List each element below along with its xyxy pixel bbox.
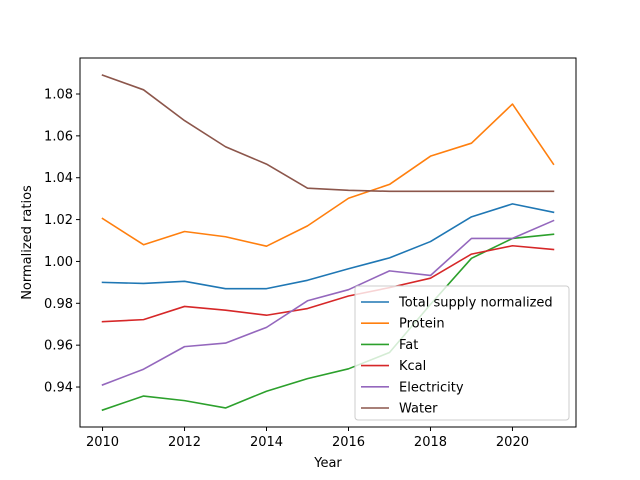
y-tick-label: 0.96	[44, 339, 73, 354]
y-tick-label: 1.00	[44, 255, 73, 270]
series-line-5	[101, 74, 555, 193]
y-tick-label: 1.08	[44, 88, 73, 103]
legend-label-2: Fat	[399, 338, 418, 353]
series-line-1	[101, 103, 555, 247]
y-axis-label: Normalized ratios	[20, 185, 35, 300]
series-layer	[101, 74, 555, 412]
x-axis-label: Year	[313, 456, 342, 471]
x-tick-label: 2016	[332, 435, 365, 450]
legend-label-0: Total supply normalized	[398, 296, 553, 311]
legend-items: Total supply normalized Protein Fat Kcal Ele…	[361, 296, 553, 417]
y-tick-label: 0.94	[44, 381, 73, 396]
series-line-4	[101, 219, 555, 386]
legend-label-4: Electricity	[399, 380, 464, 395]
legend-label-1: Protein	[399, 317, 445, 332]
y-tick-label: 0.98	[44, 297, 73, 312]
y-tick-label: 1.02	[44, 213, 73, 228]
series-line-2	[101, 233, 555, 412]
legend-label-5: Water	[399, 402, 438, 417]
legend: Total supply normalized Protein Fat Kcal Ele…	[354, 285, 570, 421]
y-tick-label: 1.06	[44, 129, 73, 144]
series-line-3	[101, 244, 555, 323]
y-tick-label: 1.04	[44, 171, 73, 186]
y-axis: 0.94 0.96 0.98 1.00 1.02 1.04 1.06 1.08	[44, 88, 80, 396]
x-axis: 2010 2012 2014 2016 2018 2020	[86, 427, 529, 450]
legend-box	[354, 285, 570, 421]
x-tick-label: 2010	[86, 435, 119, 450]
x-tick-label: 2020	[496, 435, 529, 450]
series-line-0	[101, 203, 555, 290]
legend-label-3: Kcal	[399, 359, 426, 374]
x-tick-label: 2018	[414, 435, 447, 450]
plot-frame	[79, 57, 577, 428]
x-tick-label: 2014	[250, 435, 283, 450]
x-tick-label: 2012	[168, 435, 201, 450]
